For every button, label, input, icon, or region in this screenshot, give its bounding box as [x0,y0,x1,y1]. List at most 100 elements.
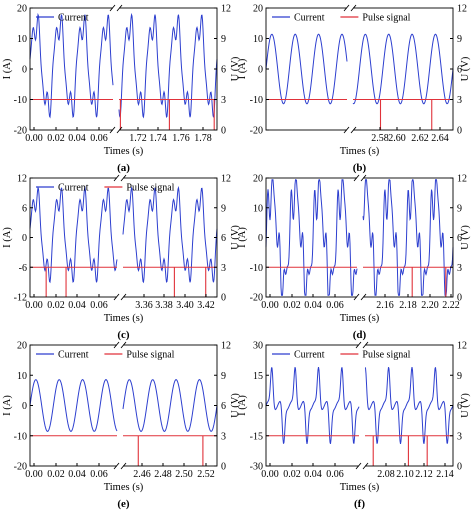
x-tick-label-4-7: 2.52 [197,469,215,480]
axis-break-mark-2-1a [113,293,120,301]
axis-break-mark-1-1a [343,126,350,134]
axis-break-gap-bottom-1 [347,128,353,132]
y-left-tick-label-4-3: -10 [14,431,27,442]
y-right-tick-label-5-1: 9 [457,371,462,382]
axis-break-gap-top-4 [117,343,123,347]
x-tick-label-5-1: 0.02 [283,469,301,480]
y-right-tick-label-3-4: 0 [457,293,462,304]
legend-label-5-0: Current [294,350,325,361]
y-left-tick-label-5-3: -15 [250,431,263,442]
y-left-tick-label-1-4: -20 [250,126,263,137]
y-left-tick-label-1-1: 10 [253,34,263,45]
y-right-tick-label-2-0: 12 [221,174,231,185]
y-right-tick-label-0-3: 3 [221,95,226,106]
y-left-tick-label-2-2: 0 [22,233,27,244]
x-tick-label-2-5: 3.38 [155,300,173,311]
y-right-axis-title-5: U (V) [460,393,471,418]
y-right-axis-title-4: U (V) [230,393,241,418]
legend-label-2-1: Pulse signal [126,183,174,194]
y-right-tick-label-4-0: 12 [221,341,231,352]
x-axis-title-0: Times (s) [104,146,144,157]
axis-break-mark-1-1b [350,126,357,134]
y-right-tick-label-1-3: 3 [457,95,462,106]
y-left-axis-title-0: I (A) [2,58,13,79]
y-left-axis-title-4: I (A) [2,395,13,416]
y-right-tick-label-3-1: 9 [457,203,462,214]
panel-label-2: (c) [117,329,130,341]
y-right-tick-label-1-1: 9 [457,34,462,45]
legend-label-5-1: Pulse signal [362,350,410,361]
y-right-tick-label-0-2: 6 [221,65,226,76]
x-tick-label-3-6: 2.20 [421,300,439,311]
y-right-tick-label-3-3: 3 [457,263,462,274]
axis-break-gap-bottom-5 [359,464,365,468]
x-tick-label-3-2: 0.04 [304,300,322,311]
axis-break-gap-bottom-0 [113,128,119,132]
y-left-tick-label-5-4: -30 [250,462,263,473]
y-right-tick-label-4-3: 3 [221,431,226,442]
x-tick-label-0-7: 1.78 [194,133,212,144]
axis-break-mark-4-1a [113,462,120,470]
axis-break-gap-top-0 [113,6,119,10]
x-tick-label-0-0: 0.00 [25,133,43,144]
plot-frame-3 [265,177,454,298]
x-tick-label-3-1: 0.02 [283,300,301,311]
y-right-tick-label-2-2: 6 [221,233,226,244]
y-right-tick-label-5-2: 6 [457,401,462,412]
axis-break-mark-0-1b [116,126,123,134]
axis-break-mark-0-0a [109,4,116,12]
current-line-0 [29,12,218,119]
y-left-tick-label-3-0: 20 [253,174,263,185]
y-left-tick-label-2-1: 6 [22,203,27,214]
legend-label-2-0: Current [58,183,89,194]
x-tick-label-5-7: 2.14 [436,469,454,480]
x-tick-label-5-5: 2.10 [396,469,414,480]
x-tick-label-2-6: 3.40 [176,300,194,311]
y-left-tick-label-1-3: -10 [250,95,263,106]
x-axis-title-2: Times (s) [104,313,144,324]
x-tick-label-2-4: 3.36 [135,300,153,311]
x-tick-label-5-4: 2.08 [377,469,395,480]
y-left-tick-label-2-4: -12 [14,293,27,304]
y-left-tick-label-4-2: 0 [22,401,27,412]
axis-break-mark-2-1b [120,293,127,301]
panel-label-5: (f) [354,498,365,510]
current-line-3 [265,179,454,296]
y-right-tick-label-2-4: 0 [221,293,226,304]
axis-break-gap-top-1 [347,6,353,10]
y-left-axis-title-1: I (A) [237,58,248,79]
x-tick-label-2-1: 0.02 [47,300,65,311]
y-right-tick-label-4-1: 9 [221,371,226,382]
y-right-tick-label-0-0: 12 [221,4,231,15]
legend-label-0-0: Current [58,13,89,24]
x-tick-label-4-6: 2.50 [175,469,193,480]
x-tick-label-3-7: 2.22 [442,300,460,311]
x-tick-label-0-4: 1.72 [129,133,147,144]
y-right-tick-label-2-3: 3 [221,263,226,274]
y-left-tick-label-2-3: -6 [19,263,27,274]
axis-break-mark-0-0b [116,4,123,12]
axis-break-gap-top-5 [359,343,365,347]
legend-label-4-0: Current [58,350,89,361]
y-left-tick-label-5-0: 30 [253,341,263,352]
y-left-tick-label-3-4: -20 [250,293,263,304]
axis-break-mark-5-1b [362,462,369,470]
x-tick-label-5-2: 0.04 [304,469,322,480]
axis-break-mark-5-1a [355,462,362,470]
y-right-tick-label-1-4: 0 [457,126,462,137]
x-tick-label-4-2: 0.04 [68,469,86,480]
panel-1: 20 10 0 -10 -20 12 9 6 3 0 2.58 2.60 2.62 2.64 Times (… [237,4,471,175]
axis-break-gap-top-3 [357,176,363,180]
x-tick-label-1-3: 2.64 [431,133,449,144]
x-tick-label-1-1: 2.60 [388,133,406,144]
y-right-tick-label-5-4: 0 [457,462,462,473]
x-axis-title-4: Times (s) [104,482,144,493]
x-tick-label-4-0: 0.00 [25,469,43,480]
panel-label-3: (d) [353,329,367,341]
y-right-axis-title-3: U (V) [460,225,471,250]
y-left-axis-title-5: I (A) [237,395,248,416]
y-right-tick-label-1-0: 12 [457,4,467,15]
y-left-tick-label-0-4: -20 [14,126,27,137]
panel-label-0: (a) [117,162,130,174]
